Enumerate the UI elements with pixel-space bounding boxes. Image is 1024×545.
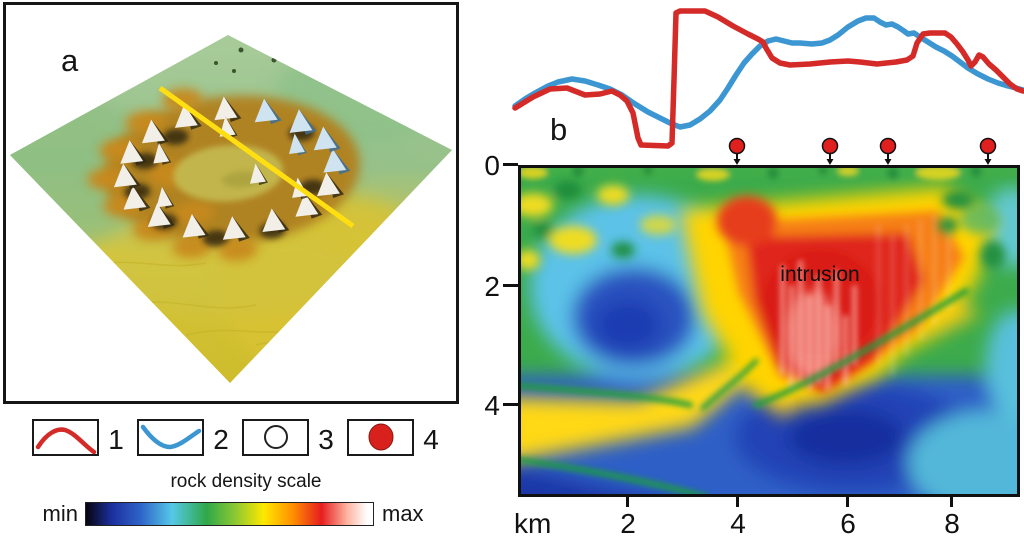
x-label-2: 2 (620, 508, 636, 539)
borehole-marker (979, 137, 997, 165)
legend-item-4 (347, 419, 414, 456)
depth-tick-0 (503, 163, 518, 166)
legend-label-3: 3 (318, 424, 334, 455)
red-profile-curve (512, 8, 1024, 149)
terrain-3d-view (10, 35, 452, 383)
legend-item-2 (137, 419, 204, 456)
profiles-plot (512, 8, 1024, 165)
legend-item-1 (32, 419, 99, 456)
white-streaks (780, 260, 857, 390)
legend-label-2: 2 (213, 424, 229, 455)
section-line (158, 85, 355, 229)
borehole-marker (728, 137, 746, 165)
colorbar-min-label: min (42, 501, 78, 526)
panel-a: a (3, 2, 459, 404)
x-axis-unit: km (514, 508, 552, 539)
density-section-heatmap (518, 165, 1020, 497)
x-tick-8 (950, 497, 953, 507)
depth-label-2: 2 (484, 271, 500, 302)
borehole-markers (728, 137, 997, 165)
panel-b-label: b (550, 112, 568, 147)
legend-item-3 (242, 419, 309, 456)
red-profile-curve-icon (35, 427, 97, 455)
borehole-marker (821, 137, 839, 165)
colorbar-max-label: max (382, 501, 424, 526)
legend-label-4: 4 (423, 424, 439, 455)
colorbar (85, 502, 374, 526)
x-label-6: 6 (840, 508, 856, 539)
x-label-8: 8 (944, 508, 960, 539)
blue-profile-curve-icon (140, 424, 202, 450)
filled-red-circle-icon (368, 423, 394, 451)
section-border (518, 165, 1020, 497)
depth-tick-2 (503, 284, 518, 287)
x-tick-2 (626, 497, 629, 507)
legend-label-1: 1 (108, 424, 124, 455)
panel-a-label: a (61, 43, 79, 78)
contour-seams (518, 288, 969, 497)
open-circle-icon (264, 425, 288, 449)
x-tick-6 (846, 497, 849, 507)
x-tick-4 (736, 497, 739, 507)
intrusion-annotation: intrusion (780, 263, 860, 286)
x-label-4: 4 (730, 508, 746, 539)
mottled-green-patches (518, 181, 1005, 270)
colorbar-title: rock density scale (170, 471, 322, 492)
depth-tick-4 (503, 403, 518, 406)
depth-label-0: 0 (484, 150, 500, 181)
borehole-marker (879, 137, 897, 165)
depth-label-4: 4 (484, 390, 500, 421)
